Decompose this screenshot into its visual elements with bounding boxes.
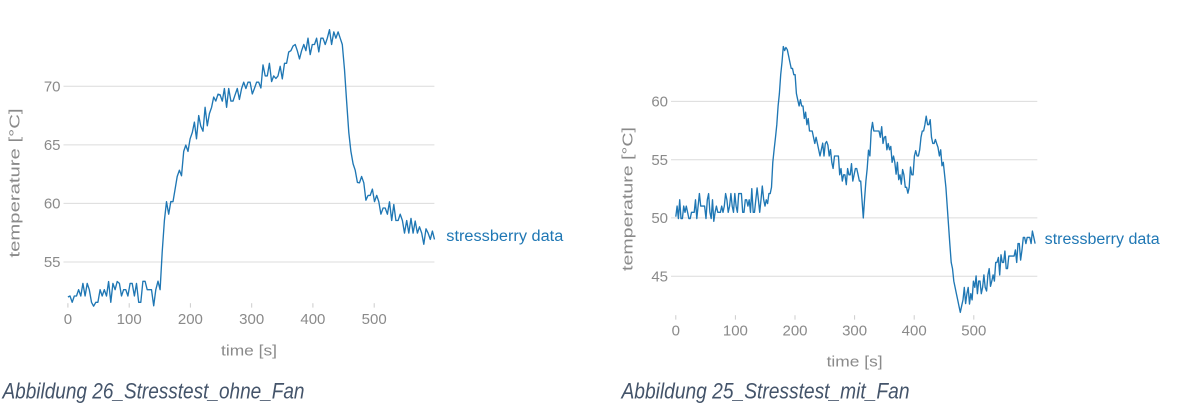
svg-text:300: 300 bbox=[239, 311, 264, 328]
svg-text:65: 65 bbox=[44, 137, 61, 154]
svg-text:0: 0 bbox=[64, 311, 72, 328]
svg-text:500: 500 bbox=[362, 311, 387, 328]
svg-text:400: 400 bbox=[902, 322, 927, 339]
svg-text:Abbildung 26_Stresstest_ohne_F: Abbildung 26_Stresstest_ohne_Fan bbox=[1, 379, 305, 404]
svg-text:100: 100 bbox=[117, 311, 142, 328]
svg-text:time [s]: time [s] bbox=[827, 353, 883, 370]
svg-text:55: 55 bbox=[651, 152, 668, 169]
svg-text:70: 70 bbox=[44, 79, 61, 96]
svg-text:200: 200 bbox=[178, 311, 203, 328]
svg-text:stressberry data: stressberry data bbox=[1045, 231, 1160, 248]
svg-text:60: 60 bbox=[651, 94, 668, 111]
svg-text:55: 55 bbox=[44, 254, 61, 271]
svg-text:60: 60 bbox=[44, 196, 61, 213]
svg-text:300: 300 bbox=[842, 322, 867, 339]
svg-text:temperature [°C]: temperature [°C] bbox=[7, 109, 24, 258]
svg-text:Abbildung 25_Stresstest_mit_Fa: Abbildung 25_Stresstest_mit_Fan bbox=[620, 379, 910, 404]
svg-text:400: 400 bbox=[300, 311, 325, 328]
svg-text:500: 500 bbox=[961, 322, 986, 339]
svg-text:45: 45 bbox=[651, 268, 668, 285]
svg-text:time [s]: time [s] bbox=[221, 343, 277, 360]
svg-text:100: 100 bbox=[723, 322, 748, 339]
svg-text:200: 200 bbox=[782, 322, 807, 339]
svg-text:stressberry data: stressberry data bbox=[446, 228, 563, 245]
svg-text:0: 0 bbox=[672, 322, 680, 339]
svg-text:50: 50 bbox=[651, 210, 668, 227]
svg-text:temperature [°C]: temperature [°C] bbox=[620, 127, 637, 271]
